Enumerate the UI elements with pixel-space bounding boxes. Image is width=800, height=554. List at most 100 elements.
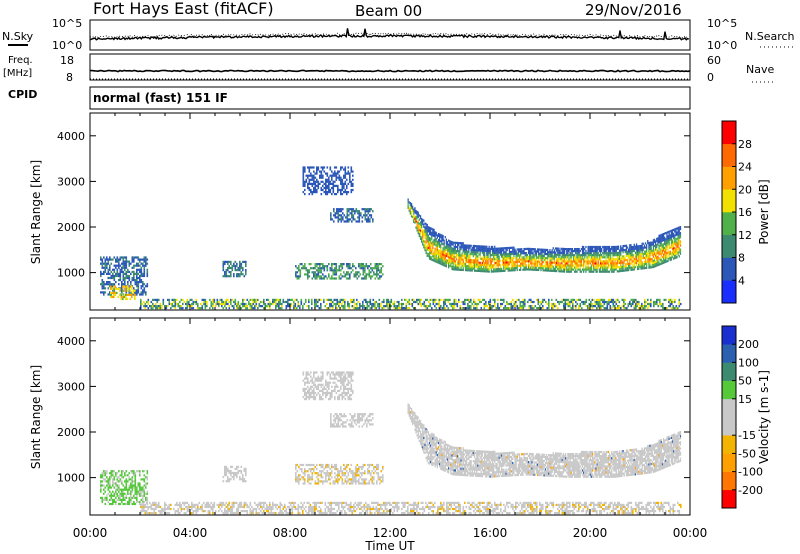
data-cell (616, 258, 619, 261)
data-cell (393, 307, 396, 310)
data-cell (338, 269, 341, 272)
data-cell (547, 261, 549, 264)
data-cell (587, 258, 589, 261)
data-cell (577, 254, 579, 257)
data-cell (513, 246, 515, 249)
data-cell (479, 298, 481, 301)
data-cell (540, 256, 542, 259)
data-cell (119, 287, 121, 290)
data-cell (225, 273, 228, 276)
data-cell (300, 298, 303, 301)
data-cell (115, 274, 117, 278)
data-cell (675, 254, 677, 257)
data-cell (593, 305, 595, 308)
data-cell (650, 247, 652, 250)
data-cell (482, 253, 485, 256)
data-cell (454, 249, 456, 253)
data-cell (439, 235, 441, 238)
data-cell (335, 267, 338, 270)
data-cell (587, 250, 589, 253)
data-cell (113, 293, 115, 296)
data-cell (491, 266, 494, 269)
data-cell (248, 300, 250, 304)
data-cell (485, 270, 487, 273)
data-cell (607, 250, 610, 253)
data-cell (639, 305, 642, 308)
data-cell (351, 300, 354, 304)
data-cell (311, 267, 314, 270)
data-cell (489, 250, 491, 253)
data-cell (133, 500, 135, 504)
data-cell (612, 270, 614, 273)
data-cell (345, 216, 347, 219)
data-cell (328, 273, 330, 276)
data-cell (481, 270, 483, 273)
data-cell (516, 258, 518, 261)
data-cell (536, 248, 539, 251)
data-cell (131, 502, 134, 506)
data-cell (563, 262, 566, 265)
data-cell (112, 482, 114, 485)
data-cell (295, 265, 297, 268)
data-cell (222, 302, 225, 306)
data-cell (610, 254, 612, 257)
data-cell (413, 216, 415, 219)
data-cell (482, 264, 485, 267)
data-cell (666, 254, 668, 257)
data-cell (482, 261, 485, 265)
data-cell (275, 305, 277, 308)
data-cell (503, 307, 505, 310)
data-cell (132, 289, 135, 292)
data-cell (430, 249, 432, 252)
data-cell (131, 270, 134, 273)
data-cell (611, 300, 613, 304)
data-cell (675, 234, 677, 237)
data-cell (587, 252, 589, 255)
data-cell (183, 300, 186, 304)
data-cell (125, 496, 128, 499)
data-cell (643, 256, 646, 259)
data-cell (332, 174, 335, 177)
data-cell (631, 250, 633, 253)
data-cell (143, 260, 146, 263)
data-cell (137, 287, 140, 290)
data-cell (407, 200, 409, 203)
data-cell (204, 300, 207, 304)
data-cell (413, 214, 415, 217)
data-cell (607, 258, 610, 261)
data-cell (347, 166, 350, 169)
data-cell (590, 268, 593, 271)
data-cell (419, 229, 422, 232)
data-cell (349, 212, 352, 215)
data-cell (621, 267, 623, 270)
data-cell (513, 265, 515, 268)
data-cell (616, 264, 619, 267)
data-cell (130, 262, 132, 265)
data-cell (664, 248, 666, 252)
data-cell (122, 293, 125, 296)
data-cell (418, 232, 420, 236)
data-cell (128, 478, 131, 481)
data-cell (316, 263, 318, 266)
data-cell (409, 208, 411, 211)
data-cell (103, 470, 105, 473)
data-cell (263, 300, 265, 304)
freq-left-tick-top: 18 (60, 54, 74, 67)
data-cell (539, 266, 541, 270)
data-cell (628, 252, 630, 255)
data-cell (577, 248, 579, 251)
data-cell (672, 300, 675, 304)
data-cell (483, 305, 486, 308)
data-cell (153, 305, 156, 308)
data-cell (462, 268, 464, 272)
data-cell (524, 268, 526, 271)
data-cell (368, 300, 370, 304)
data-cell (110, 474, 113, 477)
data-cell (614, 252, 616, 255)
data-cell (579, 258, 581, 261)
data-cell (348, 210, 350, 213)
data-cell (635, 253, 638, 256)
data-cell (449, 248, 451, 251)
data-cell (489, 266, 491, 269)
data-cell (486, 247, 488, 250)
